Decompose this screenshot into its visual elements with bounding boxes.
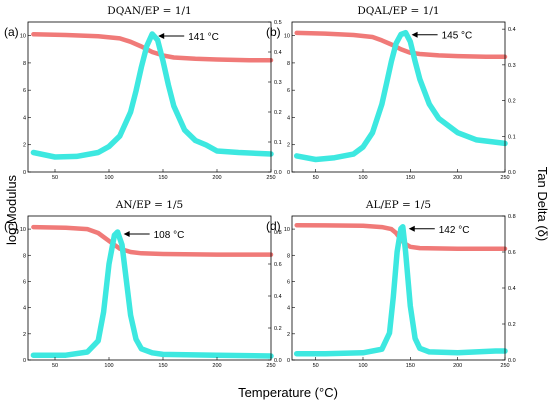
y-left-tick-label: 10 bbox=[284, 227, 290, 233]
y-right-tick-label: 0.2 bbox=[274, 326, 282, 332]
y-right-tick-label: 0.6 bbox=[274, 262, 282, 268]
peak-annotation: 142 °C bbox=[439, 225, 470, 236]
y-left-tick-label: 8 bbox=[23, 61, 26, 67]
x-tick-label: 150 bbox=[158, 175, 167, 181]
panel-letter: (c) bbox=[4, 219, 18, 233]
x-tick-label: 50 bbox=[52, 175, 58, 181]
modulus-curve bbox=[31, 224, 274, 257]
x-tick-label: 50 bbox=[52, 363, 58, 369]
y-left-tick-label: 4 bbox=[23, 115, 26, 121]
y-right-axis-label: Tan Delta (δ) bbox=[535, 167, 550, 241]
y-left-tick-label: 4 bbox=[287, 306, 290, 312]
y-left-tick-label: 8 bbox=[23, 253, 26, 259]
y-left-tick-label: 0 bbox=[23, 358, 26, 364]
plot-frame bbox=[27, 21, 272, 173]
y-right-tick-label: 0.8 bbox=[274, 230, 282, 236]
y-left-tick-label: 2 bbox=[287, 143, 290, 149]
y-left-tick-label: 6 bbox=[287, 279, 290, 285]
x-tick-label: 150 bbox=[406, 363, 415, 369]
y-left-tick-label: 10 bbox=[20, 34, 26, 40]
panel-letter: (b) bbox=[266, 25, 281, 39]
y-right-tick-label: 0.1 bbox=[274, 140, 282, 146]
y-left-tick-label: 4 bbox=[23, 306, 26, 312]
y-left-tick-label: 8 bbox=[287, 253, 290, 259]
tan-delta-curve bbox=[293, 29, 508, 163]
x-tick-label: 100 bbox=[358, 363, 367, 369]
panel-1: 50 100 150 200 250 0 2 4 6 8 10 0.0 0.1 0.2 0.3 0.4 0.5 D… bbox=[4, 5, 282, 181]
panel-title: DQAN/EP = 1/1 bbox=[107, 5, 191, 17]
x-tick-label: 100 bbox=[104, 175, 113, 181]
x-tick-label: 250 bbox=[500, 363, 509, 369]
x-tick-label: 200 bbox=[453, 175, 462, 181]
plot-frame bbox=[291, 21, 506, 173]
annotation-arrow-head bbox=[123, 231, 130, 237]
tan-delta-curve bbox=[293, 224, 508, 357]
y-right-tick-label: 0.4 bbox=[508, 286, 516, 292]
y-right-tick-label: 0.0 bbox=[274, 170, 282, 176]
x-axis-label: Temperature (°C) bbox=[238, 385, 338, 400]
y-right-tick-label: 0.4 bbox=[274, 294, 282, 300]
y-left-tick-label: 2 bbox=[23, 332, 26, 338]
x-tick-label: 150 bbox=[406, 175, 415, 181]
panel-title: AN/EP = 1/5 bbox=[115, 199, 183, 211]
panel-letter: (d) bbox=[266, 219, 281, 233]
y-right-tick-label: 0.4 bbox=[508, 27, 516, 33]
tan-delta-curve bbox=[30, 229, 274, 359]
peak-annotation: 108 °C bbox=[154, 230, 185, 241]
panel-title: DQAL/EP = 1/1 bbox=[357, 5, 439, 17]
tan-delta-curve bbox=[30, 31, 274, 160]
x-tick-label: 150 bbox=[158, 363, 167, 369]
y-right-tick-label: 0.8 bbox=[508, 214, 516, 220]
panel-title: AL/EP = 1/5 bbox=[365, 199, 431, 211]
y-right-tick-label: 0.5 bbox=[274, 20, 282, 26]
y-left-tick-label: 0 bbox=[287, 170, 290, 176]
x-tick-label: 250 bbox=[500, 175, 509, 181]
peak-annotation: 145 °C bbox=[442, 31, 473, 42]
annotation-arrow-head bbox=[411, 31, 418, 38]
y-right-tick-label: 0.2 bbox=[274, 110, 282, 116]
panel-letter: (a) bbox=[4, 25, 19, 39]
y-left-tick-label: 0 bbox=[287, 358, 290, 364]
y-left-tick-label: 4 bbox=[287, 115, 290, 121]
y-right-tick-label: 0.3 bbox=[274, 80, 282, 86]
y-right-tick-label: 0.1 bbox=[508, 134, 516, 140]
panel-3: 50 100 150 200 250 0 2 4 6 8 10 0.0 0.2 0.4 0.6 0.8 AN/E… bbox=[4, 199, 282, 369]
y-right-tick-label: 0.3 bbox=[508, 63, 516, 69]
x-tick-label: 100 bbox=[104, 363, 113, 369]
y-left-tick-label: 10 bbox=[20, 227, 26, 233]
y-right-tick-label: 0.0 bbox=[508, 170, 516, 176]
x-tick-label: 200 bbox=[453, 363, 462, 369]
y-left-tick-label: 6 bbox=[23, 88, 26, 94]
x-tick-label: 250 bbox=[266, 175, 275, 181]
x-tick-label: 50 bbox=[313, 363, 319, 369]
y-right-tick-label: 0.2 bbox=[508, 322, 516, 328]
y-right-tick-label: 0.6 bbox=[508, 250, 516, 256]
panel-4: 50 100 150 200 250 0 2 4 6 8 10 0.0 0.2 0.4 0.6 0.8 AL/E… bbox=[266, 199, 516, 369]
annotation-arrow-head bbox=[158, 33, 165, 39]
annotation-arrow-head bbox=[408, 225, 415, 232]
y-left-tick-label: 2 bbox=[23, 143, 26, 149]
y-right-tick-label: 0.4 bbox=[274, 50, 282, 56]
y-left-tick-label: 6 bbox=[287, 88, 290, 94]
peak-annotation: 141 °C bbox=[188, 32, 219, 43]
y-left-tick-label: 6 bbox=[23, 279, 26, 285]
plot-frame bbox=[27, 215, 272, 361]
x-tick-label: 250 bbox=[266, 363, 275, 369]
y-left-axis-label: log Modulus bbox=[4, 174, 19, 245]
y-left-tick-label: 8 bbox=[287, 61, 290, 67]
x-tick-label: 200 bbox=[212, 175, 221, 181]
panel-2: 50 100 150 200 250 0 2 4 6 8 10 0.0 0.1 0.2 0.3 0.4 DQAL… bbox=[266, 5, 516, 181]
y-right-tick-label: 0.0 bbox=[274, 358, 282, 364]
modulus-curve bbox=[294, 30, 508, 60]
y-left-tick-label: 2 bbox=[287, 332, 290, 338]
x-tick-label: 100 bbox=[358, 175, 367, 181]
x-tick-label: 200 bbox=[212, 363, 221, 369]
y-left-tick-label: 0 bbox=[23, 170, 26, 176]
x-tick-label: 50 bbox=[313, 175, 319, 181]
y-left-tick-label: 10 bbox=[284, 34, 290, 40]
y-right-tick-label: 0.2 bbox=[508, 99, 516, 105]
y-right-tick-label: 0.0 bbox=[508, 358, 516, 364]
modulus-curve bbox=[31, 32, 274, 63]
